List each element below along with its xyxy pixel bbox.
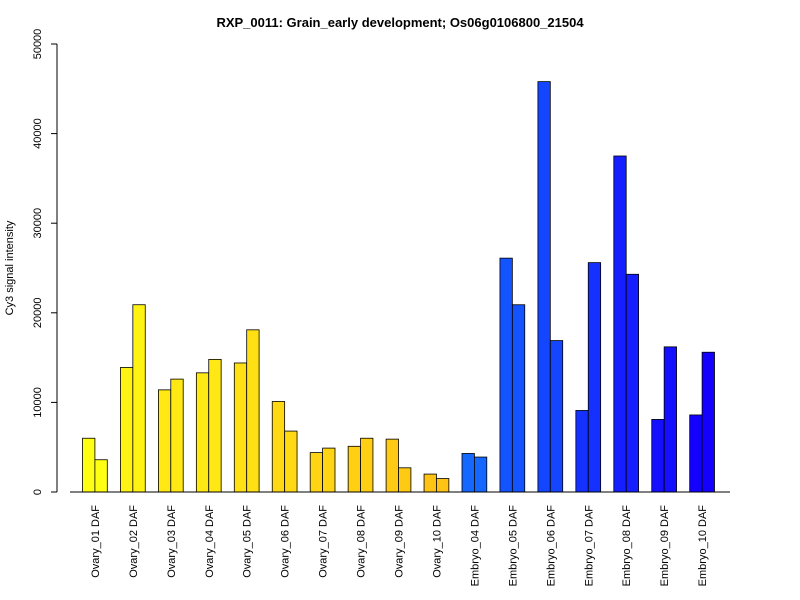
y-tick-label: 30000	[32, 208, 44, 239]
bar-9-1	[385, 438, 399, 493]
y-tick-label: 40000	[32, 118, 44, 149]
bar-13-2	[549, 340, 564, 493]
x-tick-label: Embryo_07 DAF	[583, 505, 595, 587]
bar-3-1	[157, 389, 172, 493]
x-tick-label: Embryo_04 DAF	[469, 505, 481, 587]
bar-17-1	[689, 414, 703, 493]
bar-14-1	[575, 410, 589, 493]
bar-13-1	[537, 81, 551, 493]
x-tick-label: Embryo_08 DAF	[621, 505, 633, 587]
bars	[82, 81, 715, 493]
x-tick-label: Ovary_07 DAF	[318, 505, 330, 578]
bar-5-1	[233, 362, 248, 493]
bar-12-2	[511, 304, 526, 493]
x-tick-label: Ovary_04 DAF	[204, 505, 216, 578]
bar-5-2	[246, 329, 260, 493]
bar-10-2	[436, 478, 450, 493]
bar-4-2	[208, 358, 222, 493]
x-tick-label: Ovary_09 DAF	[394, 505, 406, 578]
bar-3-2	[170, 378, 184, 493]
x-tick-label: Ovary_08 DAF	[356, 505, 368, 578]
bar-10-1	[423, 473, 437, 493]
x-tick-label: Embryo_09 DAF	[659, 505, 671, 587]
bar-8-2	[360, 437, 374, 493]
y-axis-label: Cy3 signal intensity	[4, 220, 16, 315]
bar-2-1	[120, 367, 134, 493]
bar-7-2	[322, 447, 336, 493]
bar-7-1	[309, 452, 324, 493]
x-tick-label: Embryo_06 DAF	[545, 505, 557, 587]
x-tick-label: Embryo_05 DAF	[507, 505, 519, 587]
bar-15-1	[613, 155, 627, 493]
x-tick-label: Ovary_03 DAF	[166, 505, 178, 578]
bar-11-1	[461, 453, 475, 493]
bar-6-1	[271, 401, 286, 493]
bar-8-1	[347, 445, 361, 493]
x-tick-label: Ovary_01 DAF	[90, 505, 102, 578]
bar-11-2	[473, 456, 488, 493]
bar-2-2	[132, 304, 146, 493]
y-tick-label: 20000	[32, 298, 44, 329]
x-tick-label: Ovary_10 DAF	[431, 505, 443, 578]
bar-1-2	[94, 459, 108, 493]
y-tick-label: 50000	[32, 29, 44, 60]
y-tick-label: 0	[32, 489, 44, 495]
x-tick-label: Ovary_05 DAF	[242, 505, 254, 578]
x-tick-label: Ovary_02 DAF	[128, 505, 140, 578]
chart-title: RXP_0011: Grain_early development; Os06g…	[216, 15, 584, 30]
y-axis: 0 10000 20000 30000 40000 50000	[32, 29, 58, 495]
x-tick-label: Embryo_10 DAF	[697, 505, 709, 587]
bar-1-1	[82, 437, 96, 493]
bar-17-2	[701, 351, 715, 493]
bar-6-2	[284, 430, 298, 493]
bar-14-2	[587, 262, 602, 493]
bar-16-2	[663, 346, 677, 493]
x-axis: Ovary_01 DAF Ovary_02 DAF Ovary_03 DAF Ovar…	[70, 491, 730, 587]
bar-15-2	[625, 273, 640, 493]
bar-4-1	[195, 372, 210, 493]
y-tick-label: 10000	[32, 387, 44, 418]
x-tick-label: Ovary_06 DAF	[280, 505, 292, 578]
bar-9-2	[398, 467, 412, 493]
bar-12-1	[499, 257, 513, 493]
bar-16-1	[651, 419, 665, 493]
